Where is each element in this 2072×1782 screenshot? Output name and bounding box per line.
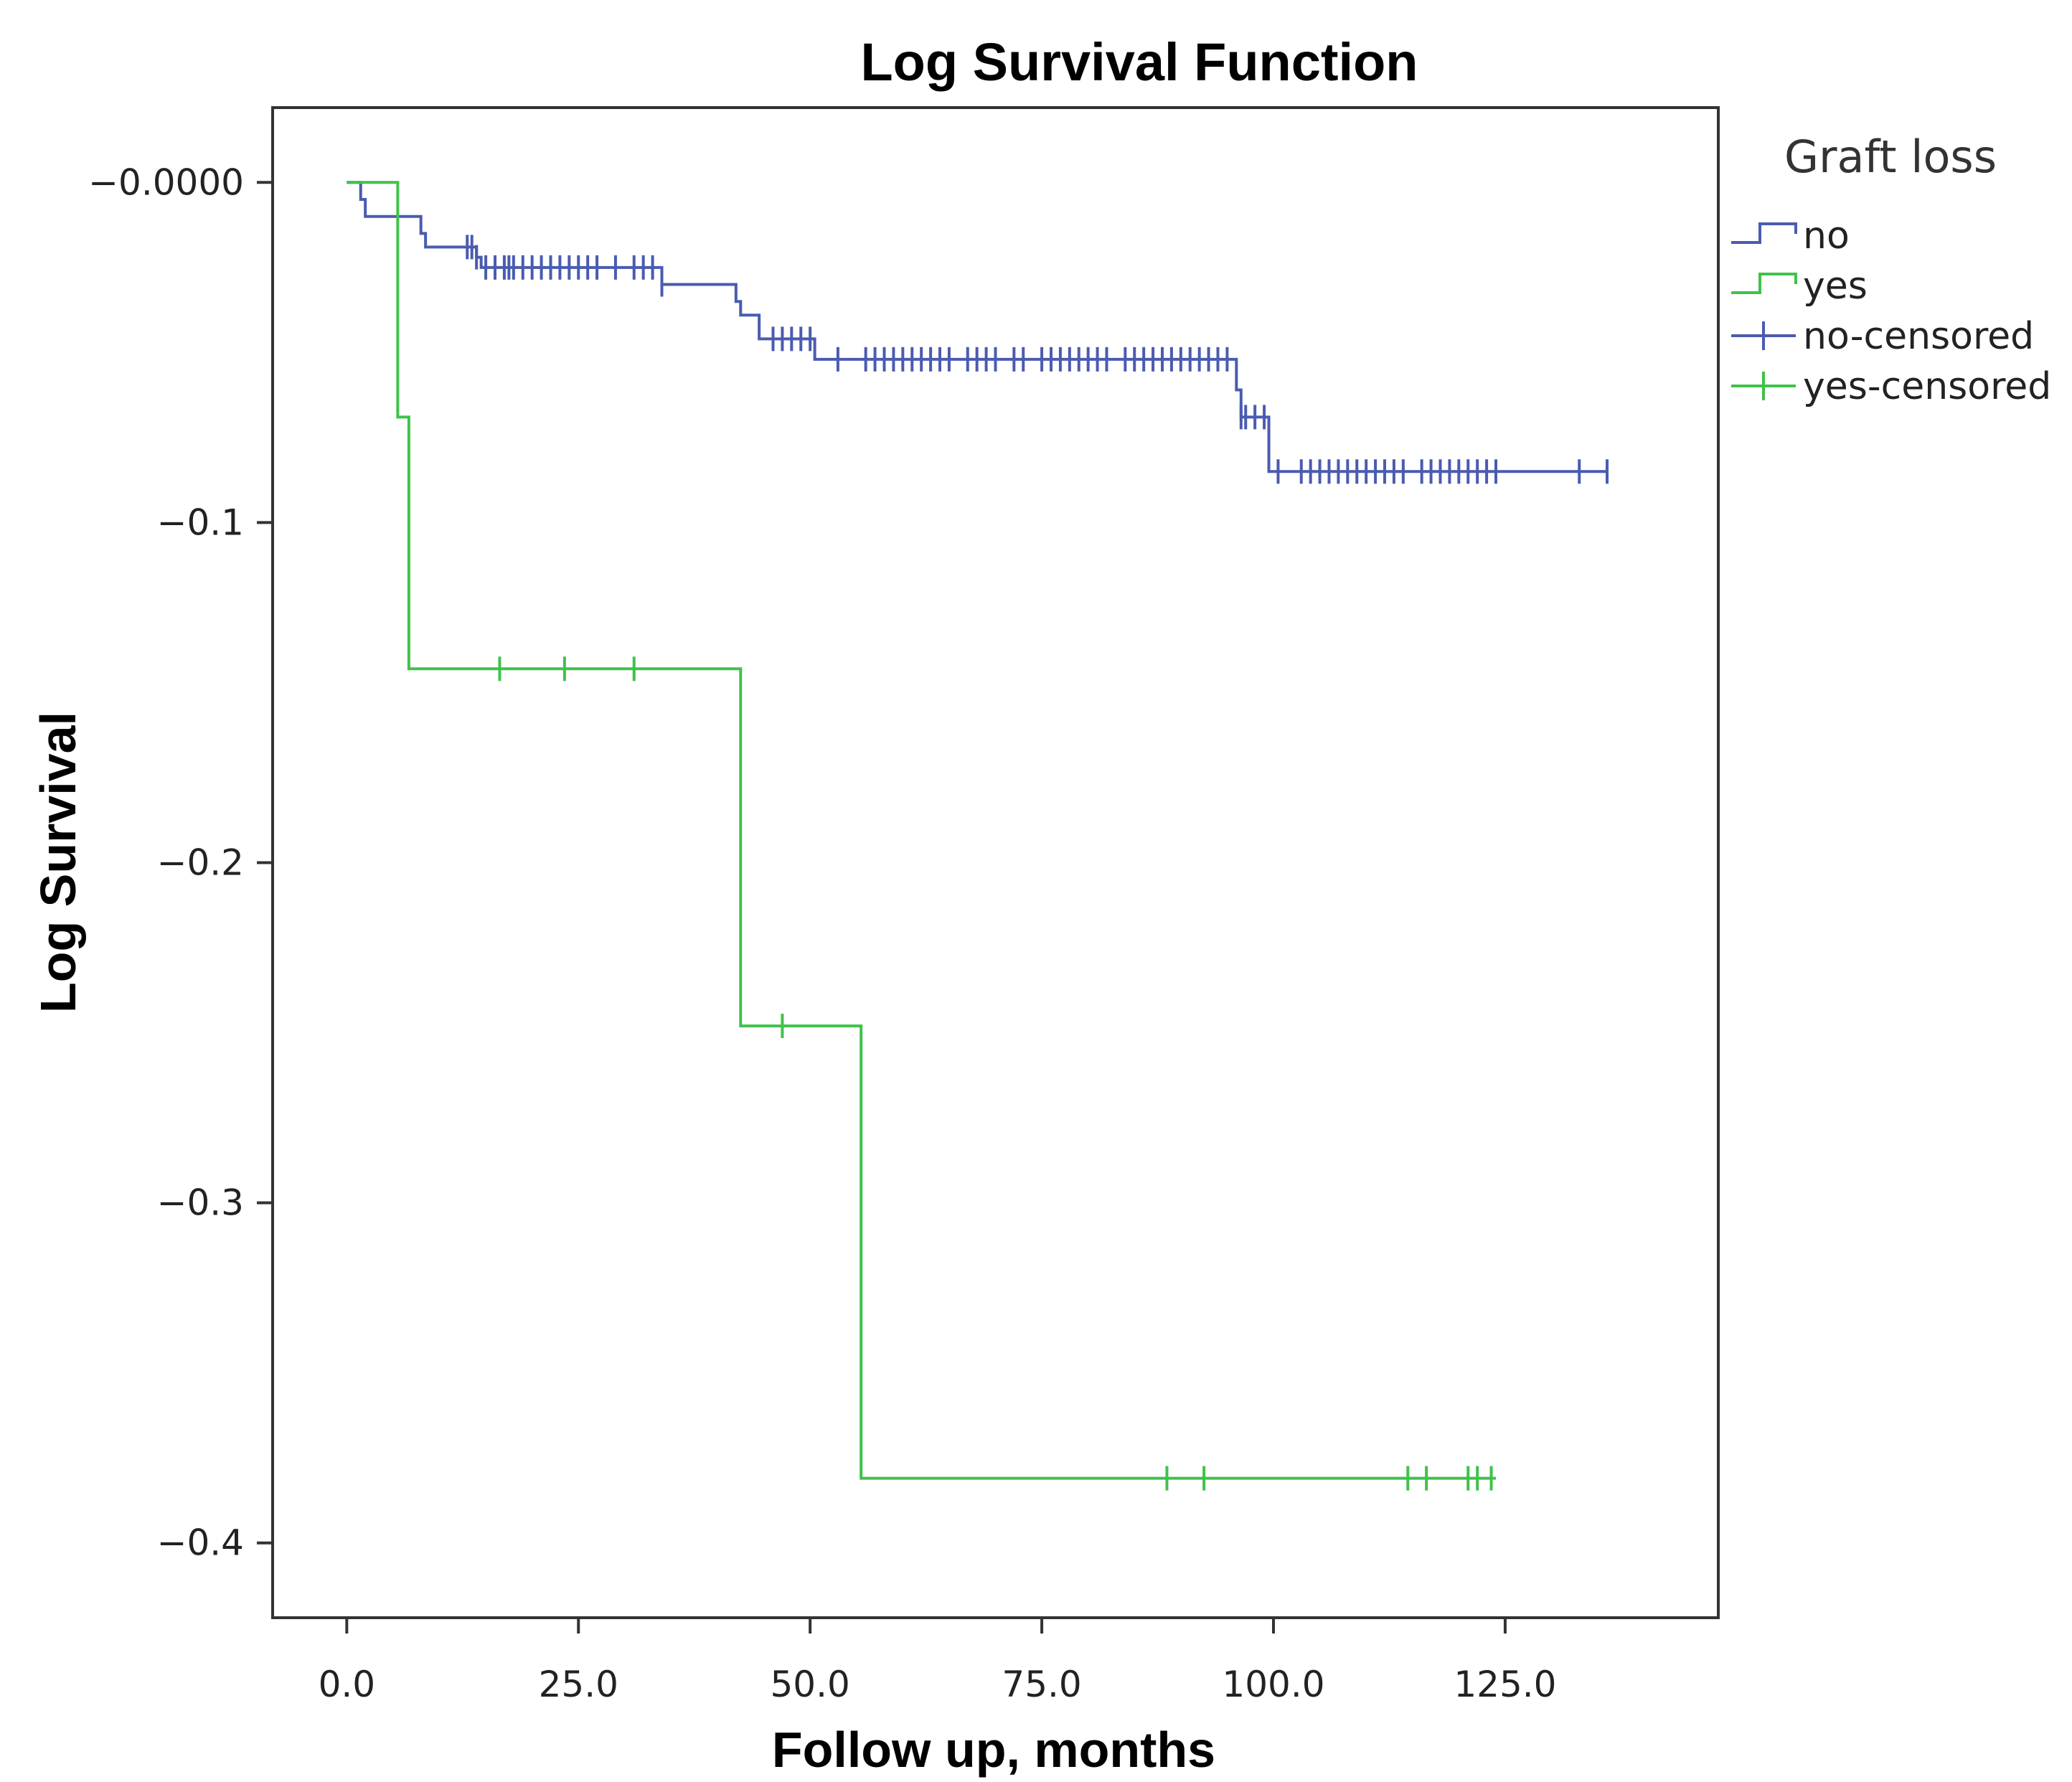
y-tick-label: −0.0000 xyxy=(88,161,244,203)
legend-label: no xyxy=(1803,214,1850,258)
y-axis-title: Log Survival xyxy=(30,712,86,1013)
x-axis-title: Follow up, months xyxy=(772,1722,1215,1778)
y-tick-label: −0.2 xyxy=(157,842,244,884)
x-tick-label: 75.0 xyxy=(1002,1664,1081,1705)
y-axis: −0.0000 −0.1 −0.2 −0.3 −0.4 xyxy=(88,161,273,1564)
x-tick-label: 50.0 xyxy=(771,1664,850,1705)
series-line-no xyxy=(347,181,1607,473)
y-tick-label: −0.4 xyxy=(157,1522,244,1564)
legend-label: no-censored xyxy=(1803,315,2034,358)
legend-swatch-no xyxy=(1731,222,1797,244)
legend-title: Graft loss xyxy=(1784,131,1997,183)
plot-area xyxy=(271,106,1720,1619)
x-tick-label: 100.0 xyxy=(1222,1664,1324,1705)
legend-label: yes-censored xyxy=(1803,365,2051,408)
x-tick-label: 125.0 xyxy=(1454,1664,1556,1705)
series-layer xyxy=(347,181,1609,1491)
x-tick-label: 0.0 xyxy=(319,1664,376,1705)
y-tick-label: −0.3 xyxy=(157,1182,244,1224)
legend-swatch-yes xyxy=(1731,273,1797,294)
chart-title: Log Survival Function xyxy=(860,32,1418,92)
y-tick-label: −0.1 xyxy=(157,501,244,543)
series-line-yes xyxy=(347,181,1496,1480)
legend-label: yes xyxy=(1803,265,1868,308)
x-axis: 0.0 25.0 50.0 75.0 100.0 125.0 xyxy=(319,1618,1556,1705)
legend: Graft loss no yes no-censored yes-censored xyxy=(1731,131,2051,408)
x-tick-label: 25.0 xyxy=(539,1664,618,1705)
